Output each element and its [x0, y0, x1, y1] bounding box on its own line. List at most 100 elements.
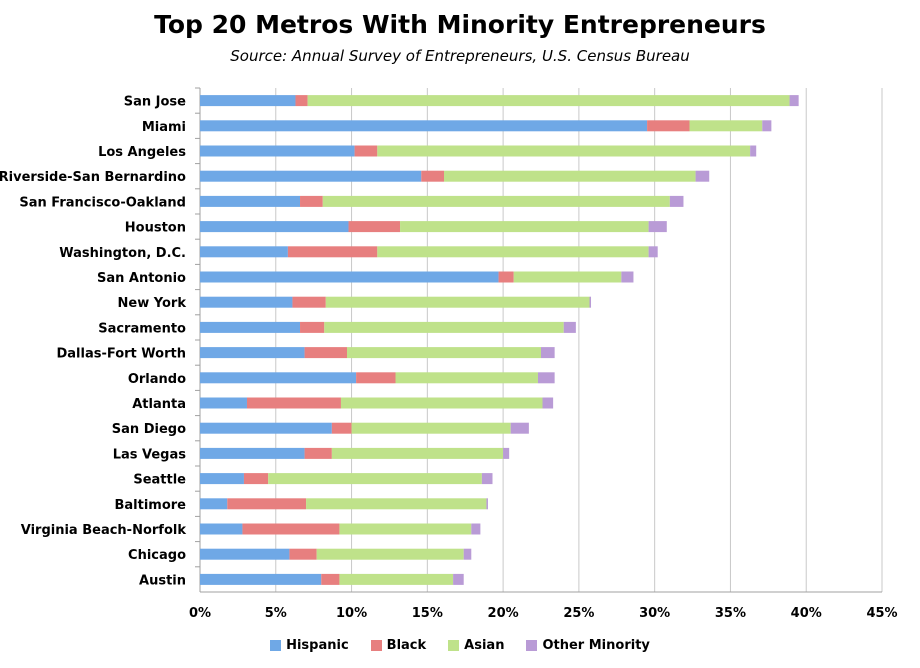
bar-segment: [324, 321, 564, 333]
bar-segment: [243, 473, 269, 485]
bar-segment: [300, 195, 323, 207]
category-label: San Jose: [124, 95, 186, 110]
category-label: Washington, D.C.: [59, 246, 186, 261]
category-label: San Diego: [112, 422, 186, 437]
bar-segment: [200, 573, 322, 585]
bar-segment: [689, 120, 763, 132]
bar-segment: [200, 422, 332, 434]
bar-segment: [347, 347, 541, 359]
x-tick-label: 10%: [336, 606, 367, 621]
legend-swatch: [370, 640, 382, 651]
bar-segment: [762, 120, 772, 132]
category-label: New York: [118, 296, 187, 311]
legend-item: Other Minority: [526, 638, 650, 653]
category-label: Orlando: [128, 372, 186, 387]
chart-title: Top 20 Metros With Minority Entrepreneur…: [154, 10, 766, 39]
legend-swatch: [526, 640, 538, 651]
bar-segment: [750, 145, 757, 157]
bar-segment: [377, 246, 649, 258]
category-label: Atlanta: [132, 397, 186, 412]
bar-segment: [453, 573, 464, 585]
x-tick-label: 35%: [715, 606, 746, 621]
legend-swatch: [448, 640, 460, 651]
bar-segment: [648, 246, 658, 258]
legend-swatch: [270, 640, 282, 651]
bar-segment: [292, 296, 326, 308]
bar-segment: [321, 573, 340, 585]
bar-segment: [695, 170, 710, 182]
category-label: Seattle: [133, 473, 186, 488]
bar-segment: [351, 422, 511, 434]
bar-segment: [486, 498, 488, 510]
bar-segment: [287, 246, 378, 258]
bar-segment: [331, 422, 352, 434]
bar-segment: [513, 271, 622, 283]
bar-segment: [246, 397, 341, 409]
bar-segment: [200, 473, 244, 485]
x-tick-label: 30%: [639, 606, 670, 621]
x-tick-label: 15%: [412, 606, 443, 621]
bar-segment: [340, 397, 543, 409]
bar-segment: [471, 523, 481, 535]
chart-subtitle: Source: Annual Survey of Entrepreneurs, …: [230, 47, 690, 65]
x-tick-label: 5%: [265, 606, 287, 621]
bar-segment: [227, 498, 307, 510]
bar-segment: [647, 120, 690, 132]
bar-segment: [322, 195, 670, 207]
category-label: Chicago: [128, 548, 186, 563]
bar-segment: [200, 145, 355, 157]
bar-segment: [395, 372, 538, 384]
bar-segment: [200, 397, 247, 409]
x-tick-label: 25%: [563, 606, 594, 621]
bar-segment: [503, 447, 510, 459]
bar-segment: [200, 120, 648, 132]
x-tick-label: 20%: [488, 606, 519, 621]
legend-label: Asian: [464, 638, 505, 653]
category-label: San Francisco-Oakland: [19, 195, 186, 210]
bar-segment: [200, 246, 288, 258]
x-tick-label: 40%: [791, 606, 822, 621]
legend-item: Asian: [448, 638, 504, 653]
category-label: Las Vegas: [113, 447, 187, 462]
bar-segment: [242, 523, 340, 535]
bar-segment: [621, 271, 634, 283]
bar-segment: [200, 271, 499, 283]
bar-segment: [289, 548, 317, 560]
bar-segment: [325, 296, 590, 308]
bar-segment: [481, 473, 493, 485]
bar-segment: [542, 397, 554, 409]
bar-segment: [589, 296, 592, 308]
category-label: San Antonio: [97, 271, 186, 286]
legend-label: Hispanic: [286, 638, 349, 653]
bar-segment: [498, 271, 514, 283]
bar-segment: [295, 95, 308, 107]
legend-label: Other Minority: [542, 638, 650, 653]
bar-segment: [200, 221, 349, 233]
bar-segment: [563, 321, 576, 333]
bar-segment: [316, 548, 464, 560]
bar-segment: [300, 321, 325, 333]
category-label: Sacramento: [98, 321, 186, 336]
bar-segment: [304, 447, 332, 459]
legend-item: Black: [370, 638, 426, 653]
bar-segment: [200, 170, 422, 182]
category-label: Miami: [142, 120, 186, 135]
bar-segment: [537, 372, 555, 384]
bar-segment: [400, 221, 649, 233]
category-label: Baltimore: [114, 498, 186, 513]
bar-segment: [200, 296, 293, 308]
bar-segment: [421, 170, 445, 182]
bar-segment: [200, 372, 357, 384]
category-label: Los Angeles: [98, 145, 186, 160]
bar-segment: [377, 145, 751, 157]
bar-segment: [348, 221, 401, 233]
bar-segment: [339, 523, 472, 535]
legend-item: Hispanic: [270, 638, 349, 653]
legend: Hispanic Black Asian Other Minority: [0, 638, 920, 653]
bar-segment: [354, 145, 378, 157]
bar-segment: [307, 95, 790, 107]
bar-segment: [200, 523, 243, 535]
bar-segment: [356, 372, 396, 384]
bar-segment: [339, 573, 454, 585]
